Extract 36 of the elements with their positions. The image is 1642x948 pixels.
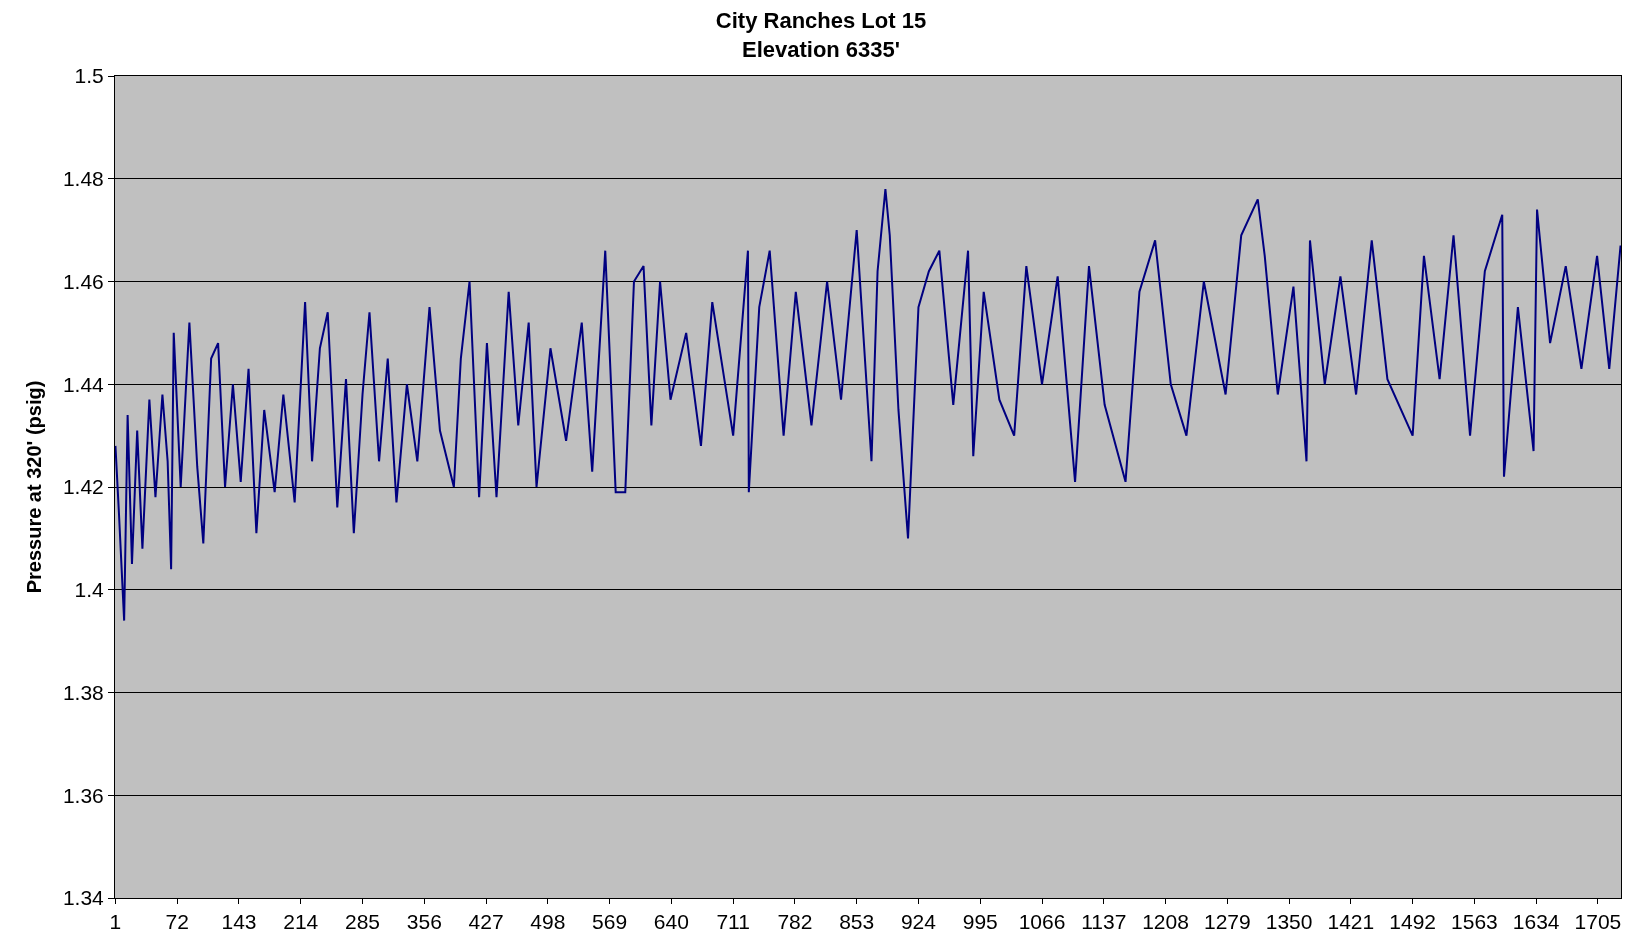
y-tick-label: 1.4: [74, 578, 105, 602]
x-tick-label: 995: [962, 910, 998, 934]
x-tick-label: 711: [716, 910, 750, 934]
x-tick-label: 1350: [1265, 910, 1313, 934]
x-tick-label: 1066: [1018, 910, 1066, 934]
x-tick-label: 640: [653, 910, 689, 934]
x-tick-label: 285: [345, 910, 381, 934]
x-tick-label: 1421: [1327, 910, 1375, 934]
x-tick-label: 569: [592, 910, 628, 934]
y-tick-label: 1.42: [62, 475, 104, 499]
x-tick-label: 1492: [1389, 910, 1436, 934]
y-tick-label: 1.44: [62, 372, 105, 396]
x-tick-label: 1279: [1203, 910, 1251, 934]
x-tick-label: 1208: [1142, 910, 1189, 934]
x-tick-label: 356: [406, 910, 442, 934]
y-tick-label: 1.36: [62, 783, 104, 807]
y-tick-label: 1.48: [62, 167, 104, 191]
y-tick-label: 1.5: [74, 64, 104, 88]
x-tick-label: 1705: [1574, 910, 1622, 934]
y-tick-label: 1.34: [62, 886, 105, 910]
x-tick-label: 782: [777, 910, 813, 934]
x-tick-label: 1563: [1451, 910, 1498, 934]
y-axis-title: Pressure at 320' (psig): [23, 380, 46, 594]
x-tick-label: 853: [839, 910, 875, 934]
chart-title: City Ranches Lot 15 Elevation 6335': [715, 8, 927, 63]
x-tick-label: 1634: [1512, 910, 1560, 934]
y-tick-label: 1.38: [62, 680, 104, 704]
x-tick-label: 498: [530, 910, 566, 934]
y-tick-label: 1.46: [62, 269, 104, 293]
x-tick-label: 72: [165, 910, 189, 934]
x-tick-label: 143: [221, 910, 257, 934]
x-tick-label: 1137: [1081, 910, 1127, 934]
x-tick-label: 1: [109, 910, 122, 934]
x-tick-label: 924: [900, 910, 937, 934]
x-tick-label: 214: [283, 910, 319, 934]
x-tick-label: 427: [468, 910, 504, 934]
